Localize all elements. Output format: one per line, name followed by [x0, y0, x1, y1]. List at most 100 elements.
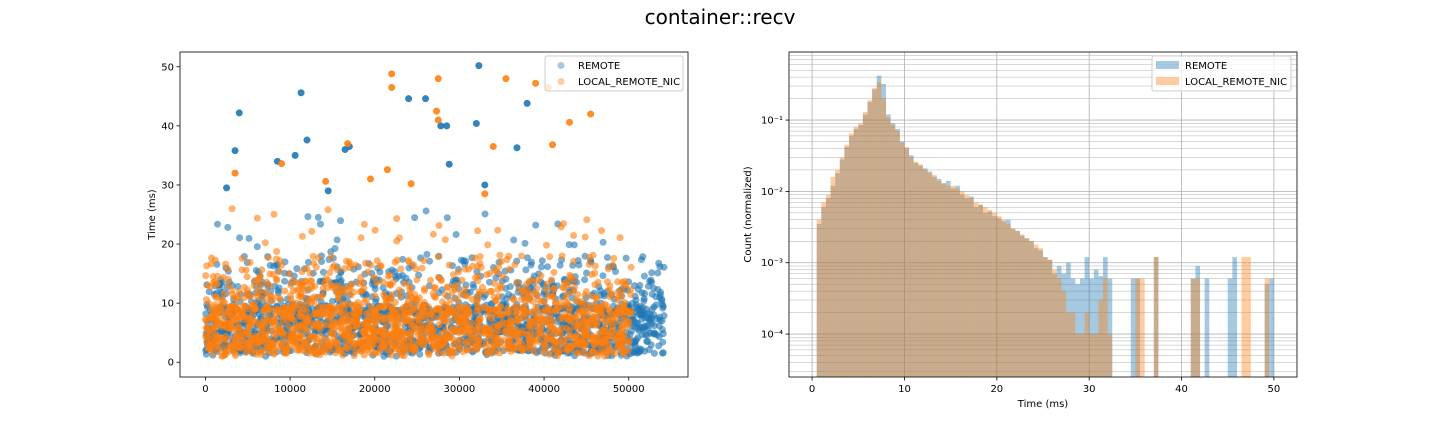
histogram-bar [1190, 278, 1196, 377]
scatter-point [589, 348, 596, 356]
scatter-point [319, 304, 327, 312]
scatter-point [236, 344, 244, 352]
scatter-point [253, 318, 261, 326]
scatter-point [375, 327, 383, 335]
scatter-x-tick-label: 50000 [613, 384, 645, 395]
scatter-point [481, 288, 489, 296]
scatter-point [395, 272, 403, 280]
histogram-bar [946, 180, 951, 377]
histogram-bar [1001, 221, 1007, 377]
histogram-bar [899, 141, 905, 377]
scatter-point [527, 308, 535, 316]
histogram-legend-label-remote: REMOTE [1185, 61, 1227, 72]
scatter-point [289, 277, 297, 285]
scatter-point [274, 305, 282, 313]
scatter-x-tick-label: 40000 [528, 384, 560, 395]
scatter-point [216, 304, 224, 312]
scatter-outlier-point [344, 140, 352, 148]
scatter-point [426, 318, 434, 326]
scatter-point [518, 288, 525, 296]
scatter-point [377, 315, 385, 323]
scatter-outliers-local [231, 70, 595, 198]
histogram-bar [1098, 276, 1104, 377]
histogram-bar [1061, 273, 1067, 377]
scatter-point [498, 312, 506, 320]
scatter-point [270, 342, 278, 350]
scatter-point [451, 286, 459, 293]
scatter-point [536, 317, 544, 325]
scatter-point [557, 223, 565, 231]
scatter-point [648, 278, 656, 286]
scatter-point [546, 253, 554, 261]
scatter-point [574, 298, 582, 306]
scatter-point [600, 292, 608, 300]
scatter-point [297, 331, 304, 339]
scatter-point [539, 348, 547, 356]
scatter-point [317, 338, 325, 346]
scatter-point [650, 311, 658, 319]
scatter-point [655, 333, 663, 341]
histogram-bar [876, 75, 882, 378]
scatter-point [289, 331, 297, 338]
scatter-point [620, 298, 628, 306]
histogram-y-tick-label: 10⁻² [761, 187, 783, 198]
scatter-point [297, 309, 305, 317]
scatter-point [350, 330, 358, 338]
histogram-bar [1033, 244, 1039, 377]
scatter-outlier-point [472, 120, 480, 127]
scatter-point [236, 234, 244, 242]
histogram-bar [959, 194, 965, 377]
histogram-bar [830, 185, 836, 377]
scatter-point [453, 296, 461, 303]
scatter-point [505, 265, 513, 273]
histogram-bar [904, 146, 910, 377]
scatter-point [658, 297, 666, 305]
scatter-point [396, 341, 404, 349]
scatter-outlier-point [231, 169, 239, 177]
scatter-y-axis: 0 10 20 30 40 50 [161, 62, 180, 369]
scatter-point [648, 269, 656, 277]
scatter-outlier-point [475, 62, 483, 70]
scatter-point [618, 278, 626, 286]
scatter-outlier-point [434, 116, 442, 124]
scatter-point [318, 311, 326, 319]
scatter-point [400, 280, 408, 288]
scatter-point [636, 281, 644, 289]
scatter-point [209, 309, 217, 317]
scatter-point [264, 254, 272, 262]
scatter-point [552, 347, 560, 355]
scatter-point [422, 207, 430, 215]
scatter-point [556, 261, 564, 269]
scatter-outlier-point [405, 95, 413, 103]
scatter-point [594, 349, 602, 357]
scatter-point [622, 254, 630, 262]
scatter-point [583, 317, 590, 325]
scatter-point [333, 236, 341, 244]
histogram-bar [996, 216, 1002, 377]
scatter-point [557, 315, 565, 322]
scatter-point [479, 329, 487, 337]
scatter-point [592, 306, 600, 314]
scatter-point [570, 241, 578, 249]
scatter-point [415, 294, 423, 302]
scatter-point [452, 231, 460, 238]
scatter-point [245, 293, 253, 300]
scatter-point [570, 276, 578, 284]
scatter-point [372, 298, 380, 306]
histogram-bar [913, 161, 919, 377]
histogram-bar [1139, 278, 1145, 377]
scatter-point [659, 349, 666, 357]
scatter-point [377, 262, 385, 270]
scatter-point [390, 334, 398, 341]
scatter-point [492, 349, 499, 356]
scatter-legend-label-local: LOCAL_REMOTE_NIC [578, 77, 680, 88]
scatter-point [473, 331, 481, 339]
scatter-point [440, 335, 448, 343]
scatter-point [512, 309, 520, 317]
scatter-point [575, 261, 583, 269]
histogram-bar [1264, 284, 1270, 377]
scatter-point [412, 265, 420, 273]
scatter-point [371, 292, 379, 300]
scatter-point [304, 258, 312, 266]
scatter-point [266, 270, 274, 278]
